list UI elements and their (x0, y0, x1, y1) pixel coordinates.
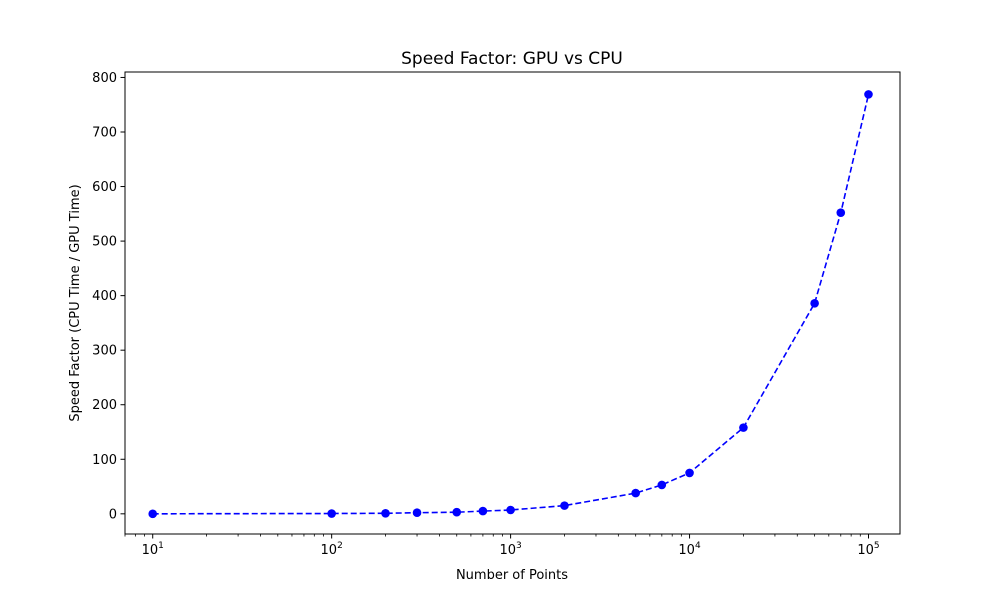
data-point (631, 488, 640, 498)
y-tick-label: 200 (92, 398, 117, 413)
y-tick-label: 500 (92, 235, 117, 250)
y-tick-label: 700 (92, 126, 117, 141)
data-point (478, 506, 488, 516)
y-tick-label: 0 (109, 507, 117, 522)
x-axis-label: Number of Points (456, 568, 568, 583)
y-tick-label: 600 (92, 180, 117, 195)
series-line (152, 94, 870, 515)
axes-frame (124, 71, 901, 535)
x-tick-label: 104 (678, 541, 701, 558)
data-point (685, 468, 694, 478)
data-point (452, 507, 462, 517)
data-point (836, 208, 846, 218)
plot-area: 101 102 103 104 105 0 100 200 300 400 500 600 700 800 (92, 71, 901, 558)
data-point (739, 423, 748, 432)
data-point (657, 480, 667, 490)
x-tick-label: 101 (142, 541, 164, 558)
data-point (412, 508, 422, 518)
data-point (560, 501, 569, 510)
y-tick-label: 400 (92, 289, 117, 304)
y-tick-label: 800 (92, 71, 117, 86)
chart-title: Speed Factor: GPU vs CPU (401, 49, 623, 69)
y-tick-label: 100 (92, 453, 117, 468)
data-point (810, 298, 819, 308)
data-point (506, 505, 515, 515)
data-point (148, 509, 158, 519)
x-tick-label: 102 (321, 541, 343, 558)
x-tick-label: 103 (499, 541, 521, 558)
y-axis-label: Speed Factor (CPU Time / GPU Time) (68, 184, 83, 421)
data-point (864, 90, 873, 99)
data-point (327, 509, 336, 518)
x-tick-label: 105 (857, 541, 879, 558)
data-point (381, 508, 390, 518)
y-tick-label: 300 (92, 344, 117, 359)
